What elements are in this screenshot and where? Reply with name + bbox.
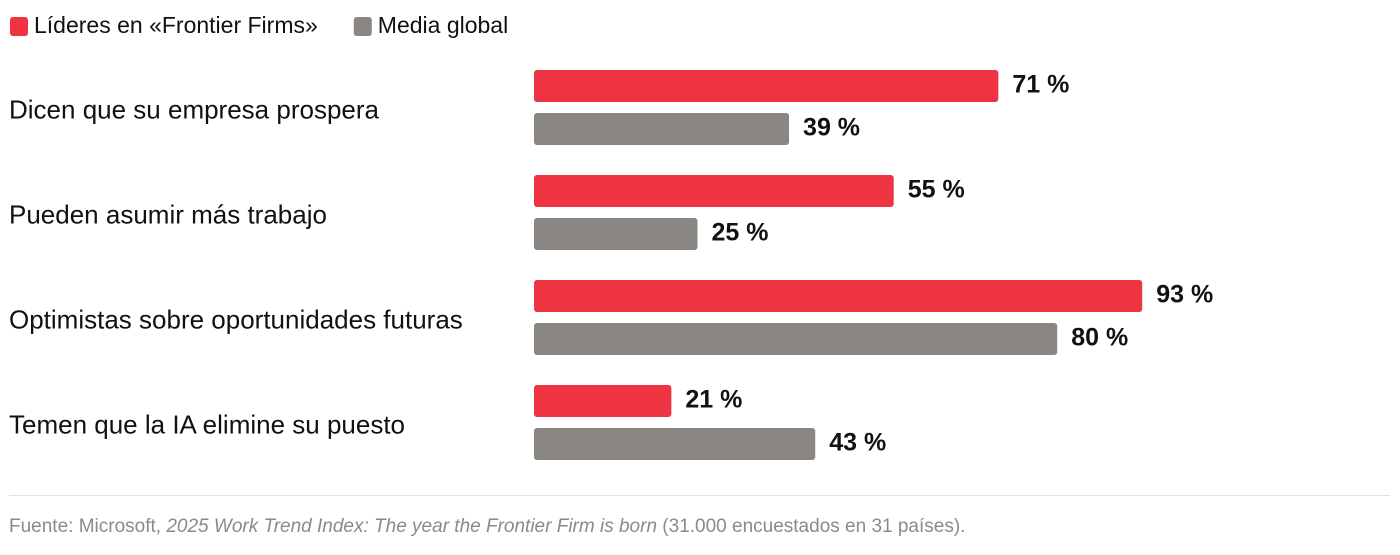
value-label: 80 % <box>1071 324 1128 352</box>
legend-swatch <box>353 17 372 36</box>
category-label: Temen que la IA elimine su puesto <box>9 409 405 439</box>
bar <box>534 428 816 460</box>
legend-swatch <box>10 17 28 36</box>
source-suffix: (31.000 encuestados en 31 países). <box>657 516 966 537</box>
chart: Líderes en «Frontier Firms» Media global D… <box>9 12 1390 496</box>
source-title: 2025 Work Trend Index: The year the Fron… <box>166 516 658 537</box>
bar <box>534 218 698 250</box>
bar <box>534 385 672 417</box>
value-label: 25 % <box>712 219 769 247</box>
bar <box>534 323 1058 355</box>
legend-label: Líderes en «Frontier Firms» <box>34 12 318 38</box>
bar <box>534 175 894 207</box>
value-label: 93 % <box>1156 281 1213 309</box>
value-label: 43 % <box>829 429 886 457</box>
category-label: Dicen que su empresa prospera <box>9 94 380 124</box>
value-label: 39 % <box>803 114 860 142</box>
value-label: 71 % <box>1012 71 1069 99</box>
source: Fuente: Microsoft, 2025 Work Trend Index… <box>9 516 965 538</box>
value-label: 21 % <box>685 386 742 414</box>
category-label: Optimistas sobre oportunidades futuras <box>9 304 463 334</box>
source-prefix: Fuente: Microsoft, <box>9 516 167 537</box>
value-label: 55 % <box>908 176 965 204</box>
bar <box>534 280 1143 312</box>
bar <box>534 113 790 145</box>
category-label: Pueden asumir más trabajo <box>9 199 327 229</box>
bar <box>534 70 999 102</box>
legend-label: Media global <box>378 12 508 38</box>
